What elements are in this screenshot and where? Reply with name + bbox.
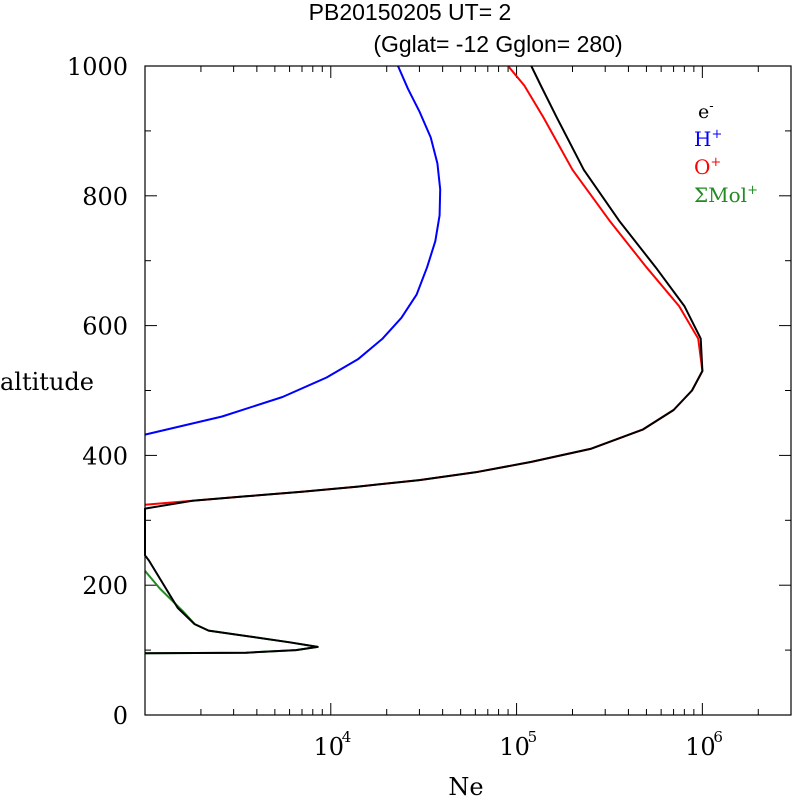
series-lines — [144, 65, 704, 655]
y-tick-label: 1000 — [67, 53, 128, 81]
chart-title-line2: (Gglat= -12 Gglon= 280) — [373, 31, 622, 57]
y-tick-label: 400 — [82, 442, 128, 470]
x-axis-label: Ne — [448, 773, 483, 796]
y-tick-label: 200 — [82, 572, 128, 600]
x-tick-exponent: 6 — [713, 728, 723, 746]
legend-entry: O+ — [694, 155, 721, 179]
legend-superscript: - — [709, 99, 713, 114]
x-tick-label: 10 — [685, 733, 716, 761]
x-tick-label: 10 — [499, 733, 530, 761]
legend-entry: H+ — [694, 127, 722, 151]
legend-superscript: + — [747, 183, 758, 198]
plot-frame — [144, 65, 792, 716]
series-line-sigmamol — [144, 570, 319, 655]
legend-entry: ΣMol+ — [694, 183, 758, 207]
y-tick-label: 600 — [82, 313, 128, 341]
series-line-h — [144, 65, 442, 436]
series-line-e — [144, 65, 704, 655]
y-tick-label: 0 — [113, 702, 128, 730]
x-tick-label: 10 — [314, 733, 345, 761]
x-tick-exponent: 5 — [528, 728, 538, 746]
chart-title-line1: PB20150205 UT= 2 — [309, 0, 512, 25]
y-tick-label: 800 — [82, 183, 128, 211]
legend: e- H+ O+ ΣMol+ — [694, 99, 758, 207]
legend-entry: e- — [698, 99, 714, 123]
legend-superscript: + — [711, 127, 722, 142]
y-axis-label: altitude — [0, 368, 94, 396]
x-tick-exponent: 4 — [342, 728, 352, 746]
legend-superscript: + — [710, 155, 721, 170]
